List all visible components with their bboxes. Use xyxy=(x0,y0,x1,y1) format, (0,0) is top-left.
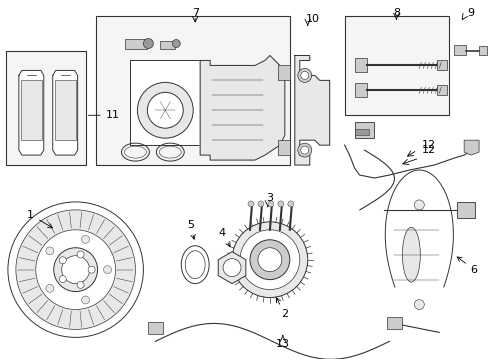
Polygon shape xyxy=(53,71,78,155)
Polygon shape xyxy=(385,170,452,287)
Circle shape xyxy=(147,92,183,128)
Text: 6: 6 xyxy=(456,257,477,275)
Bar xyxy=(277,140,289,155)
Circle shape xyxy=(46,247,54,255)
Polygon shape xyxy=(463,140,478,155)
Bar xyxy=(436,60,447,71)
Circle shape xyxy=(300,71,308,80)
Circle shape xyxy=(297,143,311,157)
Circle shape xyxy=(16,210,135,329)
Circle shape xyxy=(8,202,143,337)
Bar xyxy=(277,66,289,80)
Circle shape xyxy=(88,266,95,273)
Text: 1: 1 xyxy=(27,210,52,228)
Circle shape xyxy=(277,201,283,207)
Text: 10: 10 xyxy=(305,14,319,24)
Text: 13: 13 xyxy=(275,339,289,349)
Circle shape xyxy=(36,230,115,310)
Bar xyxy=(21,80,41,140)
Ellipse shape xyxy=(402,227,420,282)
Bar xyxy=(453,45,465,55)
Circle shape xyxy=(81,296,89,304)
Bar xyxy=(354,58,366,72)
Circle shape xyxy=(300,146,308,154)
Text: 12: 12 xyxy=(421,140,435,150)
Text: 4: 4 xyxy=(218,228,230,247)
Text: 12: 12 xyxy=(421,145,435,155)
Circle shape xyxy=(46,284,54,292)
Polygon shape xyxy=(19,71,44,155)
Bar xyxy=(436,85,447,95)
Polygon shape xyxy=(294,55,329,165)
Bar xyxy=(6,50,85,165)
Text: 9: 9 xyxy=(467,8,474,18)
Circle shape xyxy=(258,201,264,207)
Bar xyxy=(386,318,402,329)
Circle shape xyxy=(232,222,307,298)
Bar xyxy=(478,45,486,55)
Text: 5: 5 xyxy=(186,220,195,239)
Bar xyxy=(148,323,163,334)
Bar xyxy=(344,15,448,115)
Circle shape xyxy=(137,82,193,138)
Text: 8: 8 xyxy=(392,8,399,18)
Text: 11: 11 xyxy=(88,110,119,120)
Circle shape xyxy=(59,275,66,283)
Circle shape xyxy=(247,201,253,207)
Circle shape xyxy=(103,266,111,274)
Circle shape xyxy=(172,40,180,48)
Circle shape xyxy=(81,235,89,243)
Circle shape xyxy=(143,39,153,49)
Bar xyxy=(55,80,76,140)
Circle shape xyxy=(413,300,424,310)
Circle shape xyxy=(297,68,311,82)
Circle shape xyxy=(287,201,293,207)
Bar xyxy=(354,129,368,135)
Text: 7: 7 xyxy=(191,8,198,18)
Bar xyxy=(456,202,474,218)
Circle shape xyxy=(258,248,281,272)
Bar xyxy=(125,39,147,49)
Circle shape xyxy=(77,281,84,288)
Circle shape xyxy=(249,240,289,280)
Circle shape xyxy=(77,251,84,258)
Bar xyxy=(354,84,366,97)
Text: 3: 3 xyxy=(266,193,273,203)
Circle shape xyxy=(61,256,89,284)
Bar xyxy=(160,41,175,49)
Text: 2: 2 xyxy=(276,298,288,319)
Circle shape xyxy=(54,248,98,292)
Circle shape xyxy=(413,200,424,210)
Bar xyxy=(95,15,289,165)
Bar xyxy=(354,122,374,138)
Bar xyxy=(130,60,200,145)
Circle shape xyxy=(223,259,241,276)
Circle shape xyxy=(59,257,66,264)
Polygon shape xyxy=(200,55,285,160)
Circle shape xyxy=(240,230,299,289)
Circle shape xyxy=(267,201,273,207)
